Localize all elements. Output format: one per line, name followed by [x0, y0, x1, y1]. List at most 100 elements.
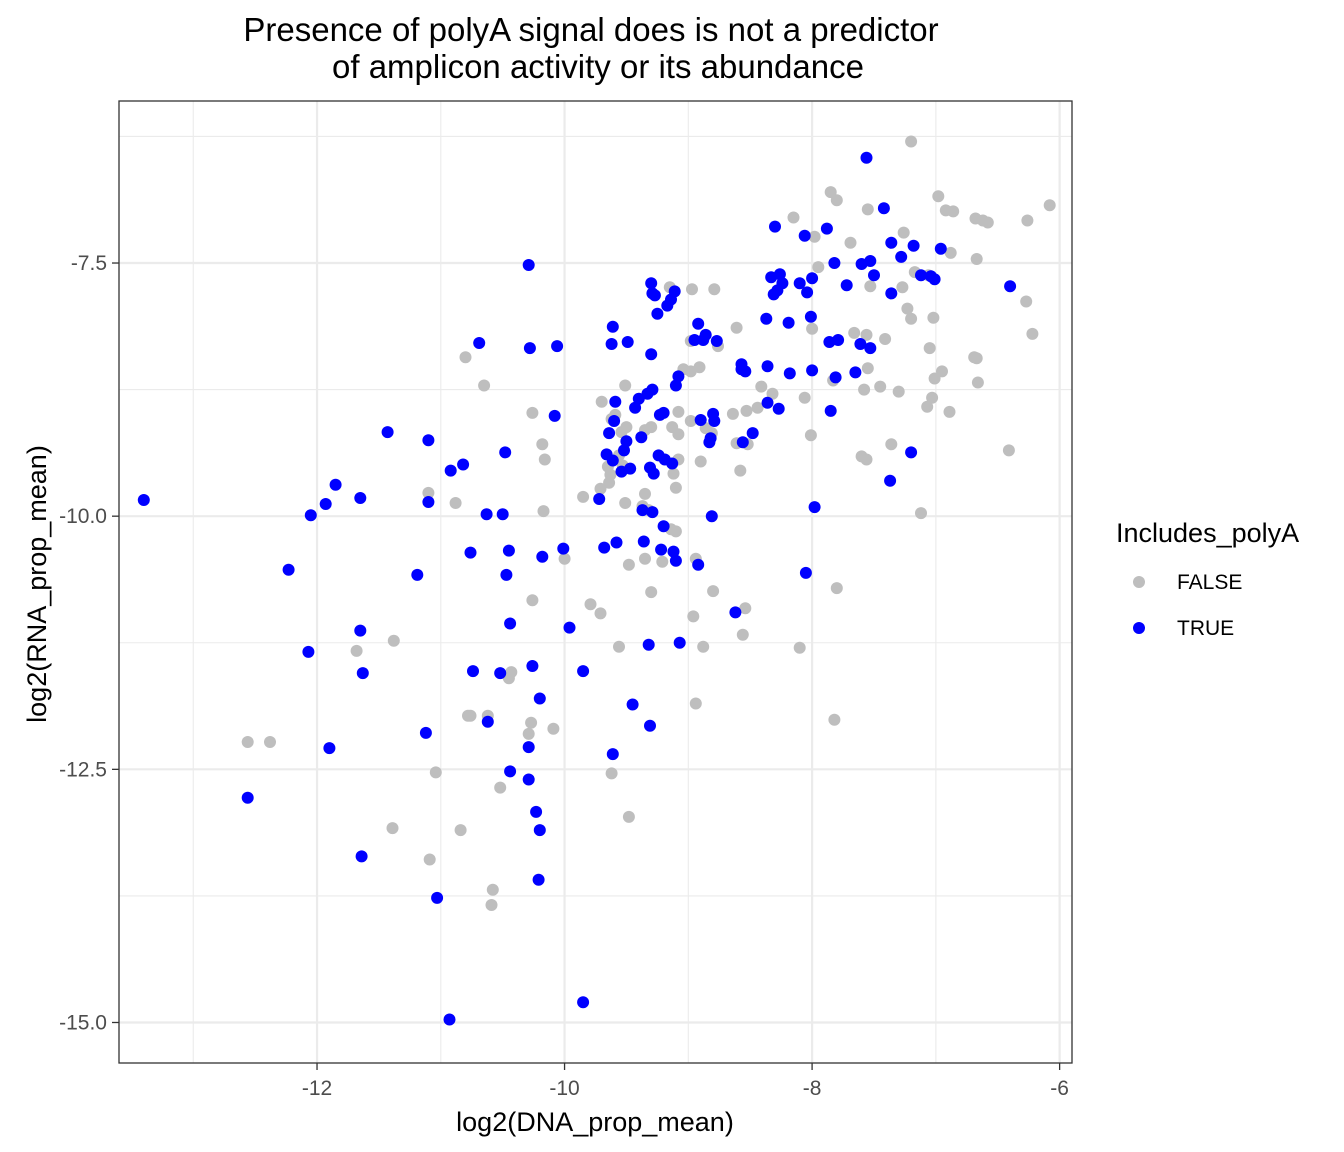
data-point — [645, 421, 658, 434]
data-point — [971, 376, 984, 389]
x-tick-label: -10 — [549, 1077, 579, 1100]
data-point — [500, 568, 513, 581]
data-point — [746, 427, 759, 440]
data-point — [824, 404, 837, 417]
data-point — [504, 617, 517, 630]
data-point — [329, 478, 342, 491]
panel-background — [119, 101, 1072, 1063]
data-point — [736, 436, 749, 449]
data-point — [669, 481, 682, 494]
data-point — [620, 435, 633, 448]
data-point — [830, 582, 843, 595]
data-point — [849, 366, 862, 379]
data-point — [619, 497, 632, 509]
data-point — [304, 509, 317, 522]
data-point — [647, 467, 660, 480]
data-point — [798, 391, 811, 404]
legend-title: Includes_polyA — [1116, 518, 1299, 548]
plot-panel — [118, 100, 1073, 1064]
data-point — [606, 454, 619, 467]
data-point — [464, 546, 477, 559]
data-point — [603, 476, 616, 489]
data-point — [905, 135, 918, 148]
data-point — [632, 392, 645, 405]
data-point — [772, 402, 785, 415]
data-point — [621, 336, 634, 348]
x-tick-label: -12 — [302, 1077, 332, 1100]
data-point — [457, 458, 470, 471]
data-point — [626, 698, 639, 711]
data-point — [655, 543, 668, 556]
data-point — [522, 259, 535, 271]
data-point — [755, 380, 768, 393]
x-axis: -12 -10 -8 -6 — [302, 1063, 1069, 1100]
data-point — [885, 438, 898, 451]
data-point — [642, 638, 655, 651]
data-point — [536, 438, 549, 451]
data-point — [844, 236, 857, 249]
data-point — [1020, 295, 1033, 308]
data-point — [684, 415, 697, 427]
data-point — [896, 281, 909, 294]
data-point — [478, 379, 491, 392]
data-point — [667, 545, 680, 558]
data-point — [241, 791, 254, 804]
chart-title-line-1: Presence of polyA signal does is not a p… — [243, 11, 938, 48]
data-point — [522, 773, 535, 786]
data-point — [877, 202, 890, 215]
data-point — [858, 383, 871, 396]
data-point — [766, 387, 779, 400]
data-point — [739, 365, 752, 378]
y-tick-label: -15.0 — [59, 1011, 107, 1034]
data-point — [855, 258, 868, 270]
data-point — [615, 426, 628, 439]
data-point — [661, 299, 674, 312]
data-point — [522, 727, 535, 740]
data-point — [947, 205, 960, 218]
data-point — [494, 781, 507, 794]
data-point — [928, 273, 941, 286]
data-point — [1002, 444, 1015, 457]
data-point — [557, 542, 570, 555]
data-point — [684, 365, 697, 378]
data-point — [622, 810, 635, 823]
data-point — [651, 307, 664, 320]
data-point — [1021, 214, 1034, 227]
data-point — [481, 715, 494, 728]
y-axis: -15.0 -12.5 -10.0 -7.5 — [59, 252, 119, 1034]
data-point — [669, 525, 682, 538]
data-point — [703, 436, 716, 449]
data-point — [459, 351, 472, 364]
data-point — [936, 365, 948, 378]
data-point — [793, 641, 806, 654]
data-point — [801, 286, 814, 299]
data-point — [480, 508, 493, 521]
data-point — [356, 667, 369, 680]
data-point — [605, 338, 618, 350]
data-point — [639, 552, 651, 565]
y-axis-title: log2(RNA_prop_mean) — [22, 445, 52, 723]
data-point — [726, 407, 739, 420]
x-tick-label: -8 — [803, 1077, 822, 1100]
data-point — [697, 640, 710, 653]
data-point — [533, 692, 546, 705]
data-point — [526, 594, 539, 607]
y-tick-label: -7.5 — [71, 252, 107, 275]
data-point — [820, 222, 833, 235]
data-point — [551, 340, 564, 353]
data-point — [860, 151, 873, 164]
data-point — [523, 342, 536, 355]
data-point — [840, 279, 853, 292]
data-point — [729, 606, 742, 619]
data-point — [595, 395, 608, 408]
data-point — [637, 535, 650, 548]
data-point — [692, 317, 705, 330]
data-point — [895, 250, 908, 263]
data-point — [264, 736, 276, 748]
data-point — [354, 492, 367, 504]
data-point — [707, 585, 720, 598]
data-point — [689, 697, 702, 710]
data-point — [494, 667, 507, 680]
data-point — [730, 321, 743, 334]
data-point — [782, 316, 795, 329]
